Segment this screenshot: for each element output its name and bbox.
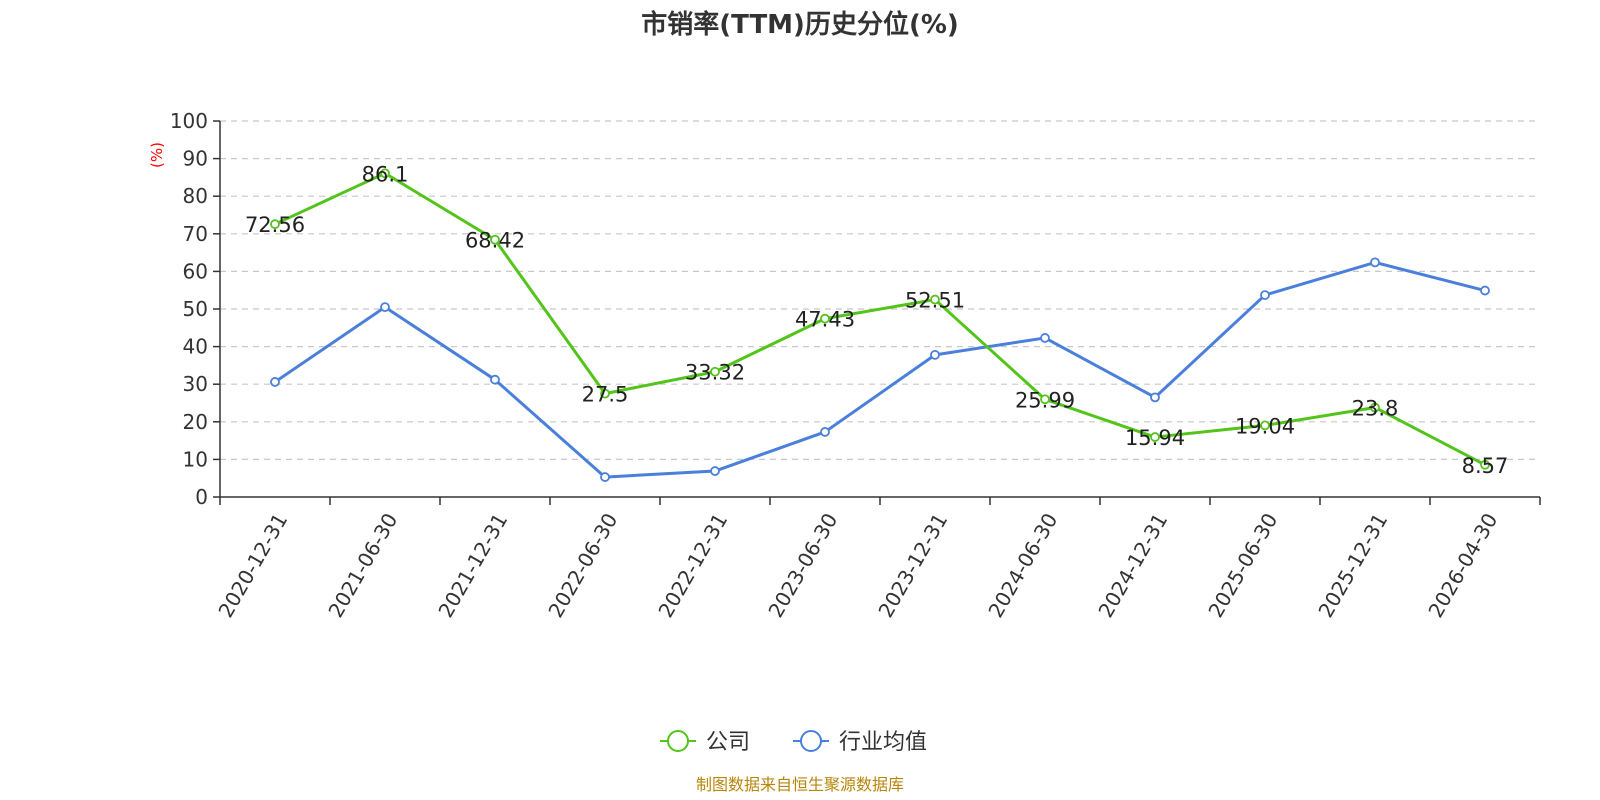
data-point xyxy=(1480,459,1490,470)
data-point xyxy=(490,374,500,385)
data-label: 23.8 xyxy=(1352,397,1399,421)
series-line-0 xyxy=(274,171,1486,467)
x-tick-label: 2020-12-31 xyxy=(213,509,292,622)
data-point xyxy=(1150,392,1160,403)
legend-swatch-marker[interactable] xyxy=(667,730,689,752)
data-point xyxy=(1040,394,1050,405)
data-point xyxy=(1150,432,1160,442)
x-tick-label: 2024-12-31 xyxy=(1093,509,1172,622)
x-tick-label: 2021-06-30 xyxy=(323,509,402,622)
y-tick-label: 40 xyxy=(183,335,208,359)
data-label: 72.56 xyxy=(245,213,305,237)
y-tick-label: 30 xyxy=(183,372,208,396)
data-point xyxy=(600,472,610,482)
x-tick-label: 2021-12-31 xyxy=(433,509,512,622)
y-axis-label: (%) xyxy=(148,142,166,168)
data-label: 25.99 xyxy=(1015,388,1075,412)
x-tick-label: 2026-04-30 xyxy=(1423,509,1502,622)
y-tick-label: 90 xyxy=(183,147,208,171)
series-layer xyxy=(270,168,1490,482)
x-tick-label: 2022-12-31 xyxy=(653,509,732,622)
data-point xyxy=(710,466,720,476)
data-point xyxy=(270,219,280,230)
data-label: 19.04 xyxy=(1235,414,1295,438)
data-point xyxy=(930,294,940,305)
grid-lines xyxy=(220,120,1540,460)
source-note: 制图数据来自恒生聚源数据库 xyxy=(696,775,904,794)
y-tick-label: 50 xyxy=(183,297,208,321)
data-label: 33.32 xyxy=(685,361,745,385)
legend-label[interactable]: 公司 xyxy=(706,730,750,755)
data-point xyxy=(1260,290,1270,300)
data-point xyxy=(380,302,390,313)
y-tick-label: 10 xyxy=(183,447,208,471)
data-point xyxy=(1040,333,1050,343)
data-label: 15.94 xyxy=(1125,426,1185,450)
x-tick-label: 2024-06-30 xyxy=(983,509,1062,622)
data-labels: 72.56 86.1 68.42 27.5 33.32 47.43 52.51 25.99 15… xyxy=(245,162,1508,478)
data-point xyxy=(1370,402,1380,413)
data-point xyxy=(1370,257,1380,268)
data-point xyxy=(930,349,940,360)
y-tick-label: 60 xyxy=(183,259,208,283)
data-point xyxy=(1260,420,1270,431)
y-tick-label: 80 xyxy=(183,184,208,208)
data-label: 68.42 xyxy=(465,229,525,253)
chart-title: 市销率(TTM)历史分位(%) xyxy=(641,9,959,40)
data-label: 8.57 xyxy=(1462,454,1509,478)
data-label: 27.5 xyxy=(582,383,629,407)
data-label: 86.1 xyxy=(362,162,409,186)
data-point xyxy=(710,366,720,377)
x-tick-label: 2023-06-30 xyxy=(763,509,842,622)
data-point xyxy=(380,168,390,179)
x-tick-label: 2025-06-30 xyxy=(1203,509,1282,622)
data-point xyxy=(1480,285,1490,296)
data-label: 52.51 xyxy=(905,289,965,313)
series-line-1 xyxy=(274,260,1486,479)
data-point xyxy=(820,427,830,437)
x-tick-label: 2025-12-31 xyxy=(1313,509,1392,622)
legend: 公司 行业均值 xyxy=(660,730,927,755)
y-tick-label: 0 xyxy=(195,485,208,509)
data-point xyxy=(820,313,830,324)
y-tick-label: 20 xyxy=(183,410,208,434)
data-point xyxy=(270,377,280,387)
data-point xyxy=(490,234,500,245)
legend-swatch-marker[interactable] xyxy=(800,730,822,752)
data-point xyxy=(600,388,610,399)
data-label: 47.43 xyxy=(795,308,855,332)
y-tick-label: 70 xyxy=(183,222,208,246)
x-tick-label: 2023-12-31 xyxy=(873,509,952,622)
y-tick-label: 100 xyxy=(170,109,208,133)
legend-label[interactable]: 行业均值 xyxy=(839,730,927,755)
x-tick-label: 2022-06-30 xyxy=(543,509,622,622)
